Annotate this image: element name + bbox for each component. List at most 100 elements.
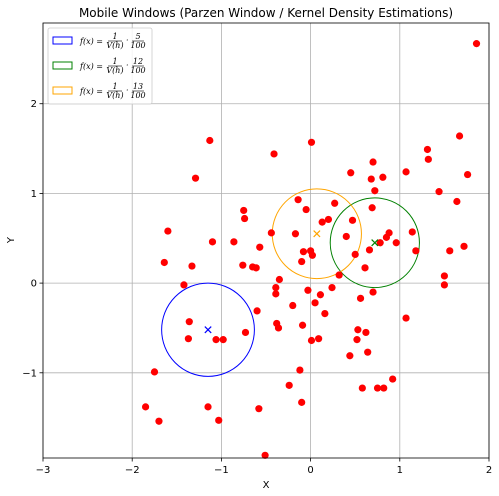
legend-formula-prefix: f(x) = <box>79 62 103 71</box>
data-point <box>240 214 249 223</box>
data-point <box>294 196 302 204</box>
data-point <box>296 366 304 374</box>
y-tick-label: 0 <box>31 279 37 290</box>
data-point <box>150 368 159 376</box>
data-point <box>365 246 374 254</box>
data-point <box>460 242 468 250</box>
data-point <box>318 218 326 226</box>
legend-swatch <box>52 86 73 95</box>
legend-count-denominator: 100 <box>130 41 145 50</box>
legend-formula-prefix: f(x) = <box>79 87 103 96</box>
legend-fraction-numerator: 1 <box>112 57 117 66</box>
data-point <box>215 416 223 424</box>
data-point <box>285 381 293 389</box>
data-point <box>331 199 339 207</box>
data-point <box>402 314 410 322</box>
data-point <box>361 264 369 272</box>
data-point <box>435 188 443 196</box>
legend-count-numerator: 13 <box>133 82 143 91</box>
data-point <box>302 205 310 214</box>
data-point <box>348 216 357 224</box>
data-point <box>289 301 297 310</box>
data-point <box>311 299 319 307</box>
data-point <box>298 257 306 266</box>
data-point <box>291 230 300 238</box>
data-point <box>369 288 377 296</box>
y-tick-label: 1 <box>31 189 37 200</box>
data-point <box>380 384 388 392</box>
data-point <box>230 238 238 246</box>
data-point <box>368 204 376 212</box>
data-point <box>272 283 280 292</box>
legend-multiply: · <box>126 61 129 70</box>
data-point <box>252 264 260 272</box>
chart-title: Mobile Windows (Parzen Window / Kernel D… <box>79 6 453 20</box>
data-point <box>155 417 163 425</box>
legend-box <box>47 27 153 105</box>
data-point <box>367 175 375 183</box>
data-point <box>402 168 410 176</box>
window-center-marker <box>204 326 212 334</box>
legend-count-denominator: 100 <box>130 91 145 100</box>
window-center-marker <box>313 230 321 238</box>
data-point <box>180 281 188 289</box>
parzen-windows <box>161 188 420 377</box>
data-point <box>472 40 481 48</box>
data-point <box>185 318 193 326</box>
data-point <box>212 336 220 344</box>
legend-formula-prefix: f(x) = <box>79 37 103 46</box>
legend-fraction-numerator: 1 <box>112 32 117 41</box>
legend-swatch <box>52 61 73 70</box>
data-point <box>389 375 397 383</box>
data-point <box>164 227 172 235</box>
data-point <box>321 309 329 318</box>
data-point <box>376 239 384 247</box>
data-point <box>369 158 377 166</box>
data-point <box>364 348 372 356</box>
data-point <box>412 247 420 255</box>
data-point <box>315 335 323 343</box>
x-tick-label: 0 <box>307 465 313 476</box>
data-point <box>272 290 280 298</box>
data-point <box>267 229 275 237</box>
data-point <box>307 138 316 146</box>
legend-multiply: · <box>126 86 129 95</box>
data-point <box>240 206 248 215</box>
data-point <box>256 243 264 251</box>
data-point <box>239 261 247 269</box>
y-tick-label: 2 <box>31 99 37 110</box>
data-point <box>204 403 212 411</box>
data-point <box>307 336 316 345</box>
legend-fraction-denominator: V(h) <box>106 41 123 50</box>
data-point <box>424 155 432 163</box>
data-point <box>206 136 214 145</box>
data-point <box>324 215 333 224</box>
legend-fraction-denominator: V(h) <box>106 66 123 75</box>
data-point <box>346 352 354 360</box>
data-point <box>446 247 454 255</box>
window-centers <box>204 230 379 334</box>
x-axis-ticks: −3 −2 −1 0 1 2 <box>36 458 492 476</box>
data-point <box>241 328 250 337</box>
data-point <box>188 262 196 270</box>
data-point <box>371 187 379 195</box>
data-point <box>351 250 359 259</box>
data-point <box>440 272 448 280</box>
data-point <box>253 307 261 315</box>
data-point <box>298 398 306 406</box>
data-point <box>191 174 200 182</box>
legend-fraction-denominator: V(h) <box>106 91 123 100</box>
y-axis-ticks: −1 0 1 2 <box>22 99 43 379</box>
data-points <box>141 40 481 459</box>
x-tick-label: 1 <box>397 465 403 476</box>
data-point <box>255 405 263 413</box>
legend-fraction-numerator: 1 <box>112 82 117 91</box>
window-circle <box>329 197 420 289</box>
data-point <box>261 451 269 459</box>
data-point <box>358 384 366 392</box>
data-point <box>408 228 416 236</box>
data-point <box>455 132 464 140</box>
window-circle <box>161 282 255 377</box>
